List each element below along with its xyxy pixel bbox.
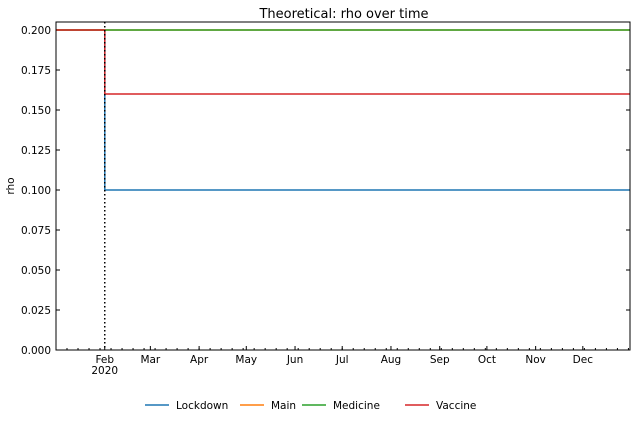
x-tick-label: Dec [573, 354, 594, 366]
y-tick-label: 0.050 [21, 265, 51, 277]
y-tick-label: 0.025 [21, 305, 51, 317]
x-tick-label: Feb [95, 354, 114, 366]
x-tick-label: Sep [430, 354, 450, 366]
series-line-lockdown [56, 29, 630, 191]
x-tick-label: May [235, 354, 257, 366]
plot-frame [55, 21, 631, 351]
y-axis-label: rho [5, 177, 17, 194]
y-tick-label: 0.075 [21, 225, 51, 237]
legend-label-lockdown: Lockdown [176, 400, 228, 412]
y-tick-label: 0.125 [21, 145, 51, 157]
y-tick-label: 0.000 [21, 345, 51, 357]
x-tick-label: Apr [190, 354, 209, 366]
y-tick-label: 0.200 [21, 25, 51, 37]
legend: Lockdown Main Medicine Vaccine [145, 400, 476, 412]
plot-area: 0.000 0.025 0.050 0.075 0.100 0.125 0.150 0.175… [21, 22, 630, 377]
series-line-vaccine [56, 29, 630, 95]
legend-label-medicine: Medicine [333, 400, 380, 412]
x-tick-sublabel: 2020 [91, 365, 118, 377]
x-tick-label: Oct [478, 354, 496, 366]
chart-title: Theoretical: rho over time [258, 7, 428, 22]
x-tick-label: Mar [140, 354, 160, 366]
y-tick-label: 0.175 [21, 65, 51, 77]
x-tick-label: Jul [335, 354, 349, 366]
legend-label-main: Main [271, 400, 296, 412]
x-tick-label: Jun [286, 354, 303, 366]
x-tick-label: Nov [525, 354, 546, 366]
x-tick-label: Aug [381, 354, 402, 366]
legend-label-vaccine: Vaccine [436, 400, 476, 412]
y-tick-label: 0.100 [21, 185, 51, 197]
y-tick-label: 0.150 [21, 105, 51, 117]
